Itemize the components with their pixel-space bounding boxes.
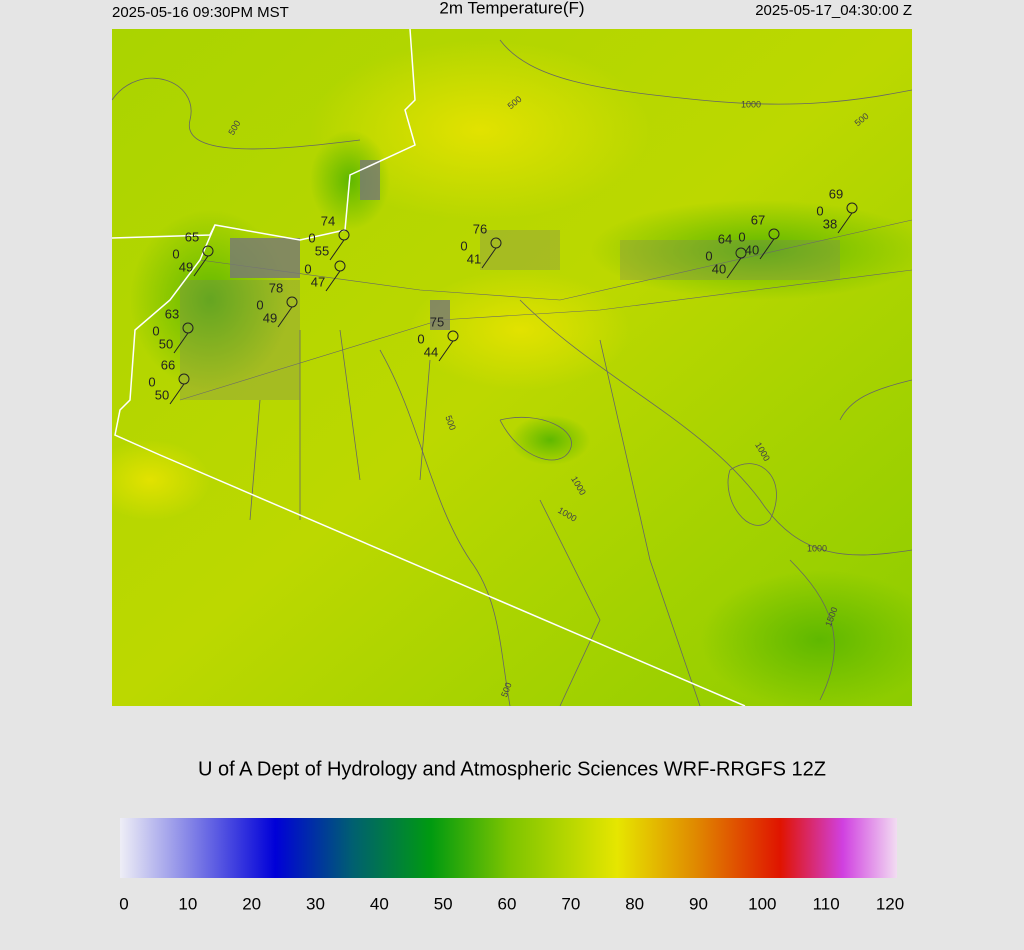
wind-barb bbox=[481, 247, 497, 269]
wind-barb bbox=[726, 257, 742, 279]
station-temp: 66 bbox=[161, 357, 175, 372]
station-temp: 67 bbox=[751, 212, 765, 227]
map bbox=[112, 29, 912, 706]
station-temp: 75 bbox=[430, 314, 444, 329]
colorbar bbox=[120, 818, 897, 878]
station-dew: 44 bbox=[424, 344, 438, 359]
colorbar-tick-label: 10 bbox=[178, 894, 197, 913]
wind-barb bbox=[173, 332, 189, 354]
contour-label: 1000 bbox=[807, 543, 827, 553]
station-dew: 50 bbox=[155, 387, 169, 402]
colorbar-tick-label: 0 bbox=[119, 894, 128, 913]
station-dew: 49 bbox=[263, 310, 277, 325]
station-dew: 40 bbox=[745, 242, 759, 257]
station-temp: 65 bbox=[185, 229, 199, 244]
colorbar-tick-label: 110 bbox=[813, 894, 840, 913]
station-zero: 0 bbox=[172, 246, 179, 261]
station-zero: 0 bbox=[816, 203, 823, 218]
station-temp: 63 bbox=[165, 306, 179, 321]
contour-label: 500 bbox=[499, 681, 514, 699]
station-dew: 55 bbox=[315, 243, 329, 258]
station-dew: 47 bbox=[311, 274, 325, 289]
station-dew: 38 bbox=[823, 216, 837, 231]
station-temp: 74 bbox=[321, 213, 335, 228]
wind-barb bbox=[837, 212, 853, 234]
wind-barb bbox=[329, 239, 345, 261]
colorbar-tick-label: 120 bbox=[876, 894, 904, 913]
colorbar-tick-label: 50 bbox=[434, 894, 453, 913]
station-dew: 40 bbox=[712, 261, 726, 276]
wind-barb bbox=[438, 340, 454, 362]
colorbar-tick-label: 20 bbox=[242, 894, 261, 913]
station-zero: 0 bbox=[256, 297, 263, 312]
wind-barb bbox=[325, 270, 341, 292]
station-zero: 0 bbox=[304, 261, 311, 276]
header-left: 2025-05-16 09:30PM MST bbox=[112, 4, 289, 21]
station-zero: 0 bbox=[148, 374, 155, 389]
colorbar-tick-label: 40 bbox=[370, 894, 389, 913]
station-zero: 0 bbox=[152, 323, 159, 338]
colorbar-tick-label: 70 bbox=[561, 894, 580, 913]
colorbar-tick-label: 90 bbox=[689, 894, 708, 913]
contour-label: 1000 bbox=[741, 99, 761, 109]
footer: U of A Dept of Hydrology and Atmospheric… bbox=[198, 758, 826, 780]
station-temp: 78 bbox=[269, 280, 283, 295]
station-zero: 0 bbox=[308, 230, 315, 245]
colorbar-tick-label: 80 bbox=[625, 894, 644, 913]
contour-label: 500 bbox=[443, 414, 458, 432]
station-temp: 69 bbox=[829, 186, 843, 201]
station-dew: 50 bbox=[159, 336, 173, 351]
wind-barb bbox=[759, 238, 775, 260]
station-temp: 64 bbox=[718, 231, 732, 246]
station-zero: 0 bbox=[417, 331, 424, 346]
station-marker bbox=[202, 245, 214, 257]
wind-barb bbox=[277, 306, 293, 328]
header-right: 2025-05-17_04:30:00 Z bbox=[755, 2, 912, 19]
station-zero: 0 bbox=[460, 238, 467, 253]
colorbar-tick-label: 100 bbox=[748, 894, 776, 913]
header-title: 2m Temperature(F) bbox=[439, 0, 584, 17]
station-dew: 49 bbox=[179, 259, 193, 274]
colorbar-tick-label: 60 bbox=[498, 894, 517, 913]
colorbar-tick-label: 30 bbox=[306, 894, 325, 913]
station-zero: 0 bbox=[705, 248, 712, 263]
station-dew: 41 bbox=[467, 251, 481, 266]
wind-barb bbox=[193, 255, 209, 277]
station-zero: 0 bbox=[738, 229, 745, 244]
station-temp: 76 bbox=[473, 221, 487, 236]
wind-barb bbox=[169, 383, 185, 405]
